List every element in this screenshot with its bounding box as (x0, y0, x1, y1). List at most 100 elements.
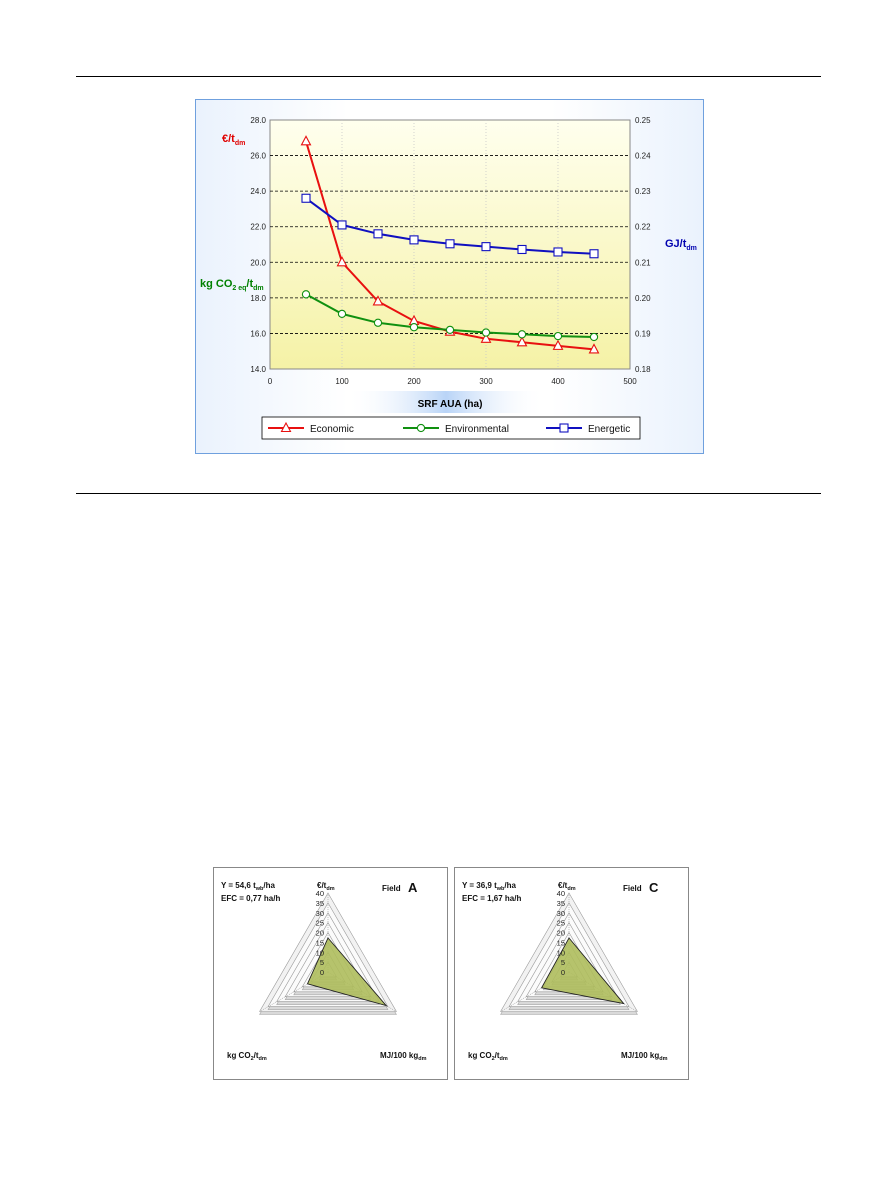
radar-axis-label-cost-main: €/t (558, 881, 568, 890)
x-tick-label: 500 (623, 377, 637, 386)
radar-axis-label-emissions-sub2: dm (259, 1056, 267, 1062)
legend-label-energetic: Energetic (588, 424, 630, 435)
radar-axis-label-cost-main: €/t (317, 881, 327, 890)
radar-tick-label: 25 (557, 919, 565, 928)
y-right-tick-label: 0.25 (635, 116, 651, 125)
x-tick-label: 100 (335, 377, 349, 386)
ylabel-cost-main: €/t (222, 133, 235, 145)
ylabel-emissions-sub2: dm (253, 285, 264, 292)
radar-axis-label-emissions-sub2: dm (500, 1056, 508, 1062)
line-chart: 14.0 16.0 18.0 20.0 22.0 24.0 26.0 28.0 0.18 0.19… (200, 116, 697, 440)
efc-label: EFC = 1,67 ha/h (462, 894, 521, 903)
field-label: Field (623, 884, 642, 893)
radar-tick-label: 35 (557, 899, 565, 908)
data-point-energetic (301, 193, 311, 203)
ylabel-cost: €/tdm (222, 133, 245, 147)
y-right-tick-label: 0.19 (635, 329, 651, 338)
y-right-tick-label: 0.22 (635, 223, 651, 232)
data-point-energetic (553, 247, 563, 257)
field-letter: A (408, 880, 418, 895)
efc-label: EFC = 0,77 ha/h (221, 894, 280, 903)
ylabel-emissions-sub1: 2 eq (232, 285, 246, 292)
y-left-tick-label: 26.0 (250, 152, 266, 161)
xlabel-highlight (346, 391, 546, 413)
radar-axis-label-emissions-sub1: 2 (492, 1056, 495, 1062)
legend-label-economic: Economic (310, 424, 354, 435)
ylabel-energy-sub: dm (686, 245, 697, 252)
data-point-energetic (373, 229, 383, 239)
data-point-environmental (445, 325, 455, 335)
radar-axis-label-emissions-main: kg CO (468, 1051, 492, 1060)
radar-axis-label-cost-sub: dm (326, 886, 334, 892)
data-point-environmental (481, 328, 491, 337)
data-point-energetic (337, 220, 347, 230)
yield-label: Y = 36,9 twb/ha (462, 881, 517, 892)
radar-data-area (540, 937, 625, 1005)
yield-sub: wb (496, 886, 505, 892)
data-point-environmental (373, 318, 383, 327)
x-tick-label: 300 (479, 377, 493, 386)
ylabel-emissions-mid: /t (246, 278, 253, 290)
radar-panel-c: 0 5 10 15 20 25 30 35 40 Y = 36,9 twb/ha EFC = 1,6… (454, 867, 689, 1080)
yield-sub: wb (255, 886, 264, 892)
radar-tick-label: 20 (316, 929, 324, 938)
x-tick-label: 400 (551, 377, 565, 386)
field-label: Field (382, 884, 401, 893)
y-right-tick-label: 0.23 (635, 187, 651, 196)
radar-axis-label-cost: €/tdm (317, 881, 335, 892)
radar-axis-label-energy-main: MJ/100 kg (621, 1051, 659, 1060)
y-left-tick-label: 16.0 (250, 329, 266, 338)
radar-data-area (306, 937, 388, 1007)
radar-panel-a: 0 5 10 15 20 25 30 35 40 Y = 54,6 twb/ha EFC = 0,7… (213, 867, 448, 1080)
y-left-tick-label: 22.0 (250, 223, 266, 232)
y-right-tick-label: 0.24 (635, 152, 651, 161)
radar-axis-label-emissions: kg CO2/tdm (468, 1051, 508, 1062)
yield-label: Y = 54,6 twb/ha (221, 881, 276, 892)
radar-tick-label: 5 (561, 958, 565, 967)
data-point-environmental (589, 332, 599, 342)
ylabel-emissions-main: kg CO (200, 278, 233, 290)
radar-tick-label: 25 (316, 919, 324, 928)
radar-tick-label: 30 (557, 909, 565, 918)
yield-main: Y = 36,9 t (462, 881, 497, 890)
ylabel-emissions: kg CO2 eq/tdm (200, 278, 264, 292)
radar-axis-label-energy: MJ/100 kgdm (621, 1051, 668, 1062)
radar-axis-label-cost-sub: dm (567, 886, 575, 892)
legend-marker-environmental (416, 423, 426, 433)
data-point-economic (480, 332, 492, 343)
data-point-environmental (409, 323, 419, 332)
radar-axis-label-energy-main: MJ/100 kg (380, 1051, 418, 1060)
yield-tail: /ha (263, 881, 275, 890)
data-point-energetic (517, 244, 527, 255)
y-left-tick-label: 24.0 (250, 187, 266, 196)
data-point-environmental (301, 290, 311, 299)
y-right-tick-label: 0.21 (635, 258, 651, 267)
y-left-tick-label: 18.0 (250, 294, 266, 303)
header-rule (76, 76, 821, 77)
data-point-economic (552, 339, 564, 350)
y-right-tick-label: 0.20 (635, 294, 651, 303)
radar-tick-label: 30 (316, 909, 324, 918)
radar-axis-label-energy-sub: dm (418, 1056, 426, 1062)
data-point-environmental (337, 309, 347, 319)
y-left-tick-label: 28.0 (250, 116, 266, 125)
radar-axis-label-emissions: kg CO2/tdm (227, 1051, 267, 1062)
radar-tick-label: 15 (316, 938, 324, 947)
data-point-environmental (517, 330, 527, 339)
data-point-energetic (589, 249, 599, 259)
radar-axis-label-emissions-mid: /t (495, 1051, 500, 1060)
data-point-economic (300, 135, 312, 146)
radar-axis-label-emissions-main: kg CO (227, 1051, 251, 1060)
x-tick-label: 0 (268, 377, 273, 386)
radar-axis-label-emissions-mid: /t (254, 1051, 259, 1060)
legend-marker-economic (280, 421, 292, 433)
radar-tick-label: 10 (557, 948, 565, 957)
legend-label-environmental: Environmental (445, 424, 509, 435)
radar-tick-label: 35 (316, 899, 324, 908)
radar-axis-label-energy-sub: dm (659, 1056, 667, 1062)
section-rule (76, 493, 821, 494)
line-chart-frame: 14.0 16.0 18.0 20.0 22.0 24.0 26.0 28.0 0.18 0.19… (195, 99, 704, 454)
data-point-economic (588, 343, 600, 354)
legend-box (261, 416, 641, 440)
